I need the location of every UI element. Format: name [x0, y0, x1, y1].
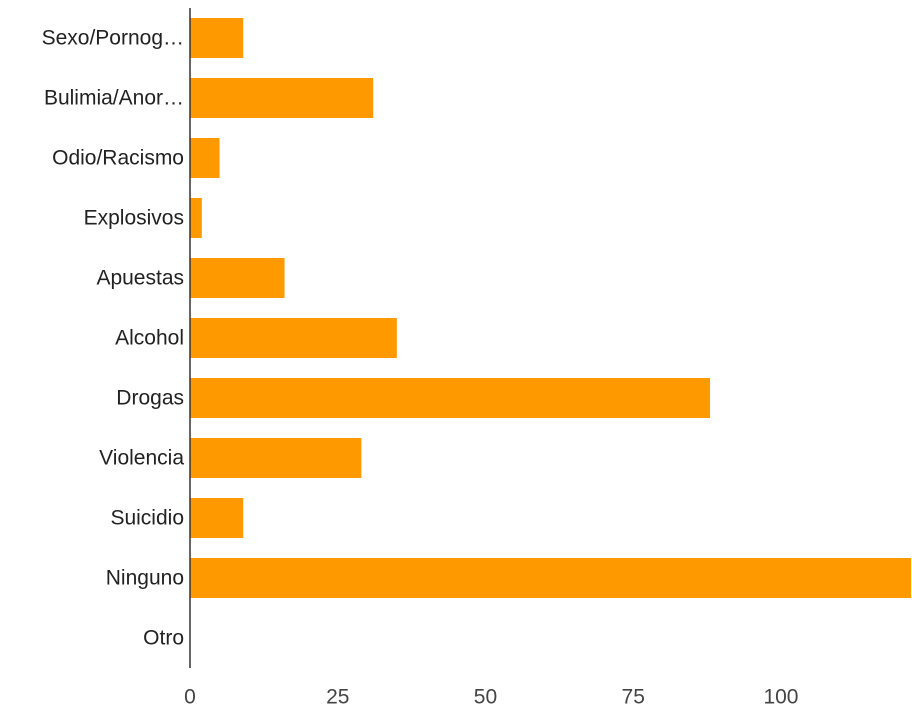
- x-tick-label: 50: [474, 686, 497, 709]
- bar: [190, 378, 711, 418]
- category-label: Drogas: [116, 387, 184, 410]
- category-labels: Sexo/Pornog… Bulimia/Anor… Odio/Racismo Exp…: [42, 27, 185, 650]
- x-tick-label: 25: [326, 686, 349, 709]
- x-tick-labels: 0 25 50 75 100: [184, 686, 798, 709]
- category-label: Alcohol: [115, 327, 184, 350]
- bar: [190, 558, 911, 598]
- bar: [190, 78, 374, 118]
- category-label: Bulimia/Anor…: [44, 87, 184, 110]
- category-label: Sexo/Pornog…: [42, 27, 184, 50]
- x-tick-label: 0: [184, 686, 196, 709]
- x-tick-label: 100: [763, 686, 798, 709]
- bar: [190, 318, 397, 358]
- bar: [190, 258, 285, 298]
- bar: [190, 438, 362, 478]
- bar: [190, 498, 244, 538]
- category-label: Odio/Racismo: [52, 147, 184, 170]
- bar: [190, 198, 202, 238]
- category-label: Otro: [143, 627, 184, 650]
- bar: [190, 138, 220, 178]
- bars-group: [190, 18, 911, 598]
- category-label: Explosivos: [84, 207, 184, 230]
- x-tick-label: 75: [622, 686, 645, 709]
- category-label: Violencia: [99, 447, 184, 470]
- category-label: Apuestas: [96, 267, 184, 290]
- category-label: Ninguno: [106, 567, 184, 590]
- category-label: Suicidio: [110, 507, 184, 530]
- bar: [190, 18, 244, 58]
